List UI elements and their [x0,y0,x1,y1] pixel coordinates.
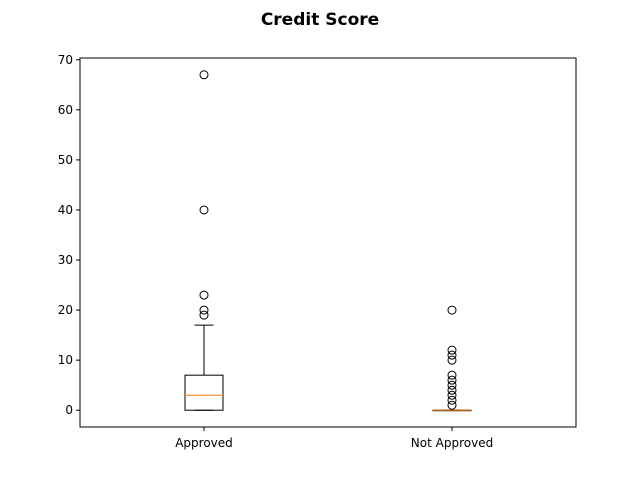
outlier-point [447,385,457,395]
y-tick-label: 30 [58,253,73,267]
plot-frame [79,57,577,428]
outlier-point [447,345,457,355]
outlier-point [447,390,457,400]
box-iqr [184,374,224,411]
y-tick-label: 50 [58,153,73,167]
outlier-point [199,305,209,315]
outlier-point [447,305,457,315]
outlier-point [447,380,457,390]
outlier-point [447,400,457,410]
outlier-point [447,395,457,405]
y-tick-label: 60 [58,103,73,117]
outlier-point [199,310,209,320]
plot-area: 0 10 20 30 40 50 60 70 Approved Not Approved [58,53,577,450]
outlier-point [447,375,457,385]
x-tick-label: Not Approved [411,436,493,450]
y-tick-label: 0 [65,403,73,417]
chart-title: Credit Score [261,10,379,30]
y-tick-label: 10 [58,353,73,367]
outlier-point [447,350,457,360]
y-tick-label: 20 [58,303,73,317]
y-tick-label: 40 [58,203,73,217]
outlier-point [447,355,457,365]
outlier-point [447,370,457,380]
y-tick-label: 70 [58,53,73,67]
outlier-point [199,205,209,215]
outlier-point [199,290,209,300]
x-tick-label: Approved [175,436,233,450]
outlier-point [199,70,209,80]
